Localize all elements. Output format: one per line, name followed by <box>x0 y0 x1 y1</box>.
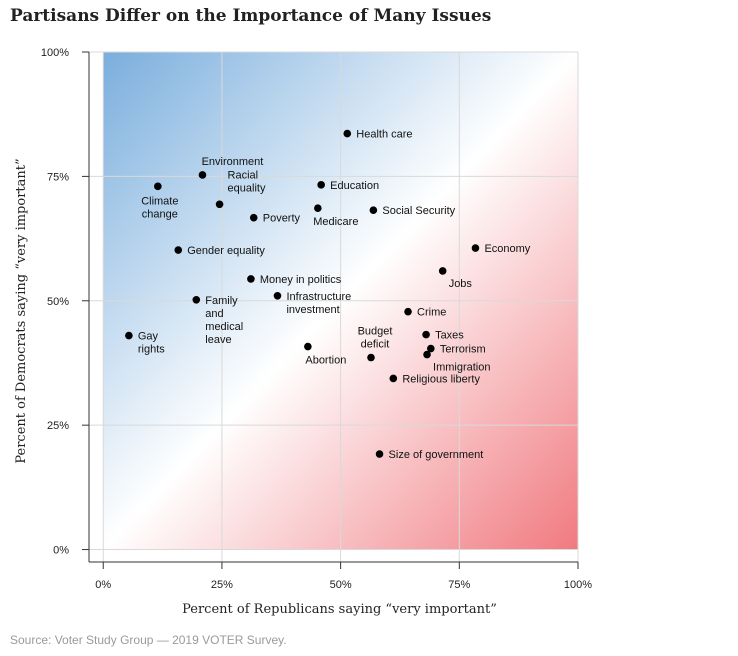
point-label-line: Immigration <box>433 362 490 374</box>
point-label-line: Environment <box>202 156 264 168</box>
point-label-line: Education <box>330 180 379 192</box>
point-label-line: Gay <box>138 331 159 343</box>
data-point <box>367 353 375 362</box>
data-point <box>273 292 282 300</box>
point-label-line: Medicare <box>313 216 358 228</box>
data-point <box>343 129 352 138</box>
y-axis-label: Percent of Democrats saying “very import… <box>14 158 29 463</box>
y-tick-label: 75% <box>47 171 69 183</box>
point-label-line: deficit <box>361 339 390 351</box>
point-label-line: and <box>205 308 223 320</box>
data-points <box>125 129 480 458</box>
point-label-line: Abortion <box>305 355 346 367</box>
point-label: Environment <box>202 156 264 168</box>
point-label: Family and medical leave <box>205 295 243 346</box>
point-label-line: Size of government <box>389 449 484 461</box>
point-label: Climate change <box>141 195 178 220</box>
point-label: Economy <box>484 243 530 255</box>
point-label-line: Climate <box>141 195 178 207</box>
data-point <box>249 213 258 222</box>
point-label-line: Crime <box>417 307 446 319</box>
point-labels: Health care Environment Climate change Racia… <box>138 129 531 461</box>
data-point <box>369 206 378 215</box>
point-label: Gender equality <box>187 245 265 257</box>
data-point <box>422 330 430 339</box>
source-note: Source: Voter Study Group — 2019 VOTER S… <box>10 633 287 647</box>
point-label-line: Taxes <box>435 330 464 342</box>
point-label-line: Social Security <box>382 205 455 217</box>
data-point <box>174 246 183 254</box>
point-label: Religious liberty <box>402 373 480 385</box>
point-label-line: equality <box>228 182 266 194</box>
chart-title: Partisans Differ on the Importance of Ma… <box>10 6 492 26</box>
point-label-line: leave <box>205 334 231 346</box>
x-tick-label: 0% <box>95 579 111 591</box>
point-label: Immigration <box>433 362 490 374</box>
point-label: Health care <box>356 129 412 141</box>
data-point <box>304 342 312 351</box>
data-point <box>423 350 431 359</box>
data-point <box>427 344 435 353</box>
point-label: Social Security <box>382 205 455 217</box>
point-label-line: Terrorism <box>440 344 486 356</box>
y-tick-label: 0% <box>53 545 69 557</box>
point-label-line: Gender equality <box>187 245 265 257</box>
scatter-chart: 0% 25% 50% 75% 100% 0% 25% 50% 75% 100% Health ca… <box>14 47 592 617</box>
y-tick-label: 25% <box>47 420 69 432</box>
point-label-line: Jobs <box>449 278 473 290</box>
point-label: Gay rights <box>138 331 165 356</box>
point-label: Money in politics <box>260 274 342 286</box>
point-label: Poverty <box>263 213 301 225</box>
point-label-line: Health care <box>356 129 412 141</box>
y-tick-label: 100% <box>41 47 69 59</box>
x-tick-label: 25% <box>211 579 233 591</box>
data-point <box>438 267 447 275</box>
axes <box>88 52 578 563</box>
point-label-line: investment <box>286 304 339 316</box>
point-label-line: medical <box>205 321 243 333</box>
point-label: Abortion <box>305 355 346 367</box>
data-point <box>192 295 201 304</box>
data-point <box>317 181 325 189</box>
x-tick-label: 75% <box>448 579 470 591</box>
data-point <box>314 204 322 213</box>
point-label: Taxes <box>435 330 464 342</box>
data-point <box>471 244 480 252</box>
point-label-line: Family <box>205 295 238 307</box>
point-label-line: Religious liberty <box>402 373 480 385</box>
data-point <box>247 275 255 283</box>
x-axis-label: Percent of Republicans saying “very impo… <box>182 602 497 617</box>
tick-labels: 0% 25% 50% 75% 100% 0% 25% 50% 75% 100% <box>41 47 592 591</box>
data-point <box>125 331 133 340</box>
point-label-line: Budget <box>358 326 393 338</box>
point-label: Terrorism <box>440 344 486 356</box>
point-label-line: Poverty <box>263 213 301 225</box>
data-point <box>154 182 162 191</box>
x-tick-label: 100% <box>564 579 592 591</box>
point-label: Medicare <box>313 216 358 228</box>
data-point <box>375 450 384 458</box>
point-label: Budget deficit <box>358 326 393 351</box>
data-point <box>198 171 207 179</box>
point-label: Jobs <box>449 278 473 290</box>
point-label: Education <box>330 180 379 192</box>
point-label-line: Economy <box>484 243 530 255</box>
point-label-line: rights <box>138 344 165 356</box>
data-point <box>215 200 224 209</box>
x-tick-label: 50% <box>330 579 352 591</box>
data-point <box>404 307 412 316</box>
point-label: Infrastructure investment <box>286 291 351 316</box>
point-label: Size of government <box>389 449 484 461</box>
point-label-line: Infrastructure <box>286 291 351 303</box>
data-point <box>389 374 398 383</box>
point-label-line: change <box>142 208 178 220</box>
point-label: Crime <box>417 307 446 319</box>
point-label-line: Money in politics <box>260 274 342 286</box>
y-tick-label: 50% <box>47 296 69 308</box>
point-label: Racial equality <box>228 169 266 194</box>
gridlines <box>89 51 579 562</box>
point-label-line: Racial <box>228 169 259 181</box>
